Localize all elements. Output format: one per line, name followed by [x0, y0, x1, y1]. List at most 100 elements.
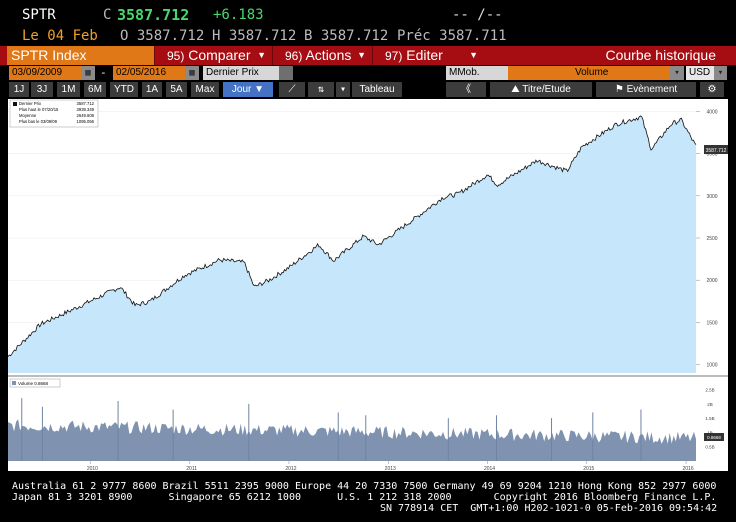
edit-label: Editer: [406, 47, 443, 63]
y-tick-label: 3000: [706, 194, 717, 200]
currency-dropdown[interactable]: ▾: [714, 66, 727, 80]
legend-value-2: 2649.608: [77, 113, 95, 118]
end-date-field[interactable]: 02/05/2016: [113, 66, 185, 80]
x-tick-label: 2014: [484, 466, 495, 471]
x-axis: 20092010201120122013201420152016: [87, 461, 694, 471]
last-price-label: 3587.712: [706, 148, 727, 154]
high-price: H 3587.712: [212, 28, 297, 44]
y-tick-label: 1000: [706, 363, 717, 369]
bid-price: B 3587.712: [304, 28, 389, 44]
legend-value-3: 1095.056: [77, 119, 95, 124]
volume-tick-label: 1B: [707, 430, 713, 435]
event-button[interactable]: ⚑ Evènement: [596, 82, 696, 97]
collapse-icon[interactable]: 《: [446, 82, 486, 97]
bar-chart-icon[interactable]: ⇅: [308, 82, 334, 97]
currency-field[interactable]: USD: [686, 66, 714, 80]
footer: Australia 61 2 9777 8600 Brazil 5511 239…: [0, 478, 736, 522]
period-max[interactable]: Max: [191, 82, 219, 97]
period-3j[interactable]: 3J: [31, 82, 53, 97]
flag-icon: ⚑: [614, 84, 624, 95]
close-label: C: [103, 7, 112, 23]
edit-num: 97): [385, 49, 403, 63]
quote-date: Le 04 Feb: [22, 28, 98, 44]
y-tick-label: 3500: [706, 152, 717, 158]
event-label: Evènement: [626, 84, 678, 95]
volume-tick-label: 1.5B: [705, 416, 714, 421]
calendar-icon[interactable]: ▦: [81, 66, 95, 80]
price-field-select[interactable]: Dernier Prix: [203, 66, 279, 80]
legend-label-2: Moyenne: [19, 113, 37, 118]
actions-label: Actions: [305, 47, 352, 63]
price-line: [8, 115, 697, 357]
moving-average-field[interactable]: MMob.: [446, 66, 508, 80]
actions-num: 96): [285, 49, 303, 63]
volume-dropdown[interactable]: ▾: [670, 66, 684, 80]
volume-legend: Volume 0.8668: [9, 378, 61, 388]
price-legend: Dernier Prix 3587.712 Plus haut le 07/20…: [9, 99, 99, 128]
volume-legend-box: [9, 378, 61, 388]
title-study-button[interactable]: ⛰ Titre/Etude: [490, 82, 592, 97]
start-date-field[interactable]: 03/09/2009: [9, 66, 81, 80]
edit-menu[interactable]: 97) Editer ▼: [372, 46, 484, 65]
price-axis: 4000 3500 3000 2500 2000 1500 1000: [696, 109, 718, 369]
legend-box: [9, 99, 99, 128]
x-tick-label: 2011: [186, 466, 197, 471]
legend-label-1: Plus haut le 07/20/15: [19, 107, 59, 112]
period-5a[interactable]: 5A: [166, 82, 187, 97]
footer-contacts-1: Australia 61 2 9777 8600 Brazil 5511 239…: [12, 481, 717, 492]
frequency-select[interactable]: Jour ▼: [223, 82, 273, 97]
volume-tick-label: 2.5B: [705, 388, 714, 393]
last-price: 3587.712: [117, 6, 190, 24]
period-1m[interactable]: 1M: [57, 82, 80, 97]
compare-menu[interactable]: 95) Comparer ▼: [154, 46, 272, 65]
volume-select[interactable]: Volume: [572, 66, 670, 80]
chevron-down-icon: ▼: [257, 50, 266, 60]
compare-num: 95): [167, 49, 185, 63]
volume-tick-label: 0.5B: [705, 445, 714, 450]
period-1j[interactable]: 1J: [9, 82, 29, 97]
volume-area: [8, 419, 696, 461]
chevron-down-icon: ▼: [469, 50, 478, 60]
y-tick-label: 1500: [706, 320, 717, 326]
period-6m[interactable]: 6M: [84, 82, 106, 97]
x-tick-label: 2013: [385, 466, 396, 471]
extra-field: -- /--: [452, 7, 503, 23]
calendar-icon[interactable]: ▦: [185, 66, 199, 80]
actions-menu[interactable]: 96) Actions ▼: [272, 46, 372, 65]
period-ytd[interactable]: YTD: [110, 82, 138, 97]
legend-value-0: 3587.712: [77, 101, 95, 106]
legend-label-0: Dernier Prix: [19, 101, 42, 106]
y-tick-label: 2500: [706, 236, 717, 242]
x-tick-label: 2016: [683, 466, 694, 471]
prev-close: Préc 3587.711: [397, 28, 507, 44]
volume-tick-label: 2B: [707, 402, 713, 407]
open-price: O 3587.712: [120, 28, 205, 44]
security-field[interactable]: SPTR Index: [7, 46, 154, 65]
controls-bar: 03/09/2009 ▦ - 02/05/2016 ▦ Dernier Prix…: [0, 65, 736, 81]
legend-label-3: Plus bas le 03/09/09: [19, 119, 58, 124]
chart-type-dropdown[interactable]: ▾: [336, 82, 350, 97]
period-toolbar: 1J 3J 1M 6M YTD 1A 5A Max Jour ▼ ⟋ ⇅ ▾ T…: [0, 81, 736, 98]
y-tick-label: 2000: [706, 278, 717, 284]
chevron-down-icon: ▼: [357, 50, 366, 60]
moving-average-value[interactable]: [508, 66, 572, 80]
settings-icon[interactable]: ⚙: [700, 82, 724, 97]
chevron-down-icon: ▼: [254, 84, 265, 95]
frequency-label: Jour: [231, 84, 252, 95]
study-icon: ⛰: [511, 84, 520, 95]
x-tick-label: 2012: [285, 466, 296, 471]
menu-bar: SPTR Index 95) Comparer ▼ 96) Actions ▼ …: [0, 46, 736, 65]
line-chart-icon[interactable]: ⟋: [279, 82, 305, 97]
volume-legend-swatch: [12, 381, 16, 385]
last-volume-label: 0.8668: [707, 435, 721, 440]
legend-value-1: 3939.349: [77, 107, 95, 112]
price-field-dropdown[interactable]: [279, 66, 293, 80]
price-chart: 4000 3500 3000 2500 2000 1500 1000 2.5B 2B 1.5B 1…: [8, 99, 728, 471]
last-price-tag: [704, 145, 728, 154]
legend-swatch: [13, 102, 17, 106]
volume-axis: 2.5B 2B 1.5B 1B 0.5B: [705, 388, 714, 450]
y-tick-label: 4000: [706, 109, 717, 115]
compare-label: Comparer: [188, 47, 251, 63]
table-button[interactable]: Tableau: [352, 82, 402, 97]
period-1a[interactable]: 1A: [142, 82, 162, 97]
